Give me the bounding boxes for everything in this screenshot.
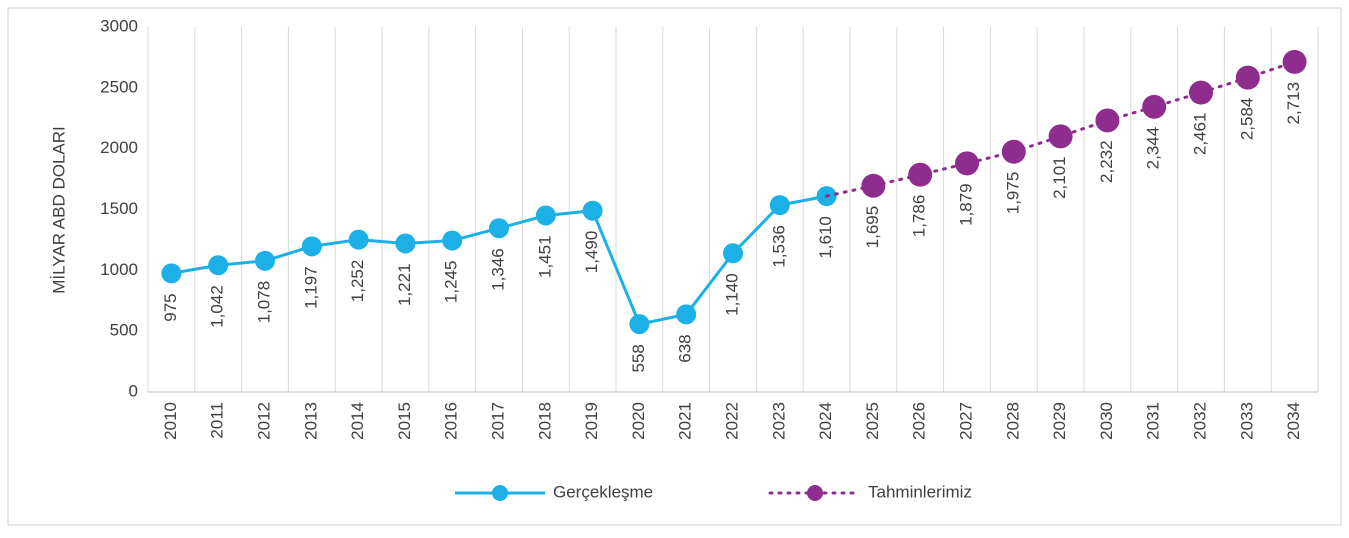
point <box>1142 94 1167 119</box>
y-tick-label: 2500 <box>100 77 138 96</box>
data-label: 1,490 <box>582 231 601 274</box>
series-connector <box>825 184 875 198</box>
point <box>1048 124 1073 149</box>
legend-label: Gerçekleşme <box>553 482 653 501</box>
point <box>723 243 743 264</box>
data-label: 1,245 <box>442 261 461 304</box>
x-tick-label: 2017 <box>488 402 507 440</box>
x-tick-label: 2018 <box>535 402 554 440</box>
series-line <box>871 60 1297 188</box>
data-label: 975 <box>161 293 180 321</box>
point <box>301 236 322 257</box>
data-label: 1,786 <box>910 195 929 238</box>
data-label: 1,197 <box>301 266 320 309</box>
point <box>861 173 886 198</box>
x-tick-label: 2012 <box>254 402 273 440</box>
point <box>908 162 933 187</box>
x-tick-label: 2026 <box>910 402 929 440</box>
y-axis-title: MİLYAR ABD DOLARI <box>49 126 68 294</box>
data-label: 1,140 <box>722 273 741 316</box>
legend-marker <box>807 485 823 501</box>
point <box>1095 108 1120 133</box>
data-label: 1,221 <box>395 263 414 306</box>
x-tick-label: 2028 <box>1003 402 1022 440</box>
y-tick-label: 2000 <box>100 138 138 157</box>
data-label: 1,975 <box>1003 172 1022 215</box>
point <box>582 200 603 221</box>
data-label: 2,584 <box>1237 98 1256 141</box>
x-tick-label: 2021 <box>676 402 695 440</box>
legend-marker <box>492 485 508 501</box>
point <box>208 255 229 276</box>
data-label: 558 <box>629 344 648 372</box>
legend-label: Tahminlerimiz <box>868 482 972 501</box>
data-label: 1,610 <box>816 216 835 259</box>
y-tick-label: 3000 <box>100 16 138 35</box>
point <box>1235 65 1260 90</box>
data-label: 1,695 <box>863 206 882 249</box>
data-label: 1,346 <box>488 248 507 291</box>
point <box>255 250 275 271</box>
point <box>1001 139 1026 164</box>
x-tick-label: 2023 <box>769 402 788 440</box>
x-tick-label: 2011 <box>208 402 227 439</box>
data-label: 1,078 <box>254 281 273 324</box>
data-label: 1,536 <box>769 225 788 268</box>
x-tick-label: 2033 <box>1237 402 1256 440</box>
data-label: 1,879 <box>956 183 975 226</box>
x-tick-label: 2029 <box>1050 402 1069 440</box>
data-label: 1,042 <box>208 285 227 328</box>
point <box>769 195 790 216</box>
point <box>535 205 556 226</box>
x-tick-label: 2015 <box>395 402 414 440</box>
x-tick-label: 2016 <box>442 402 461 440</box>
point <box>1189 80 1213 105</box>
point <box>442 230 463 251</box>
y-tick-label: 0 <box>129 381 138 400</box>
point <box>676 304 697 325</box>
x-tick-label: 2031 <box>1144 402 1163 440</box>
data-label: 2,713 <box>1284 82 1303 125</box>
x-tick-label: 2034 <box>1284 402 1303 440</box>
data-label: 2,101 <box>1050 156 1069 199</box>
x-tick-label: 2027 <box>956 402 975 440</box>
data-label: 2,461 <box>1190 113 1209 156</box>
y-tick-label: 500 <box>110 321 138 340</box>
y-tick-label: 1000 <box>100 260 138 279</box>
point <box>161 263 182 284</box>
point <box>348 229 369 250</box>
data-label: 1,252 <box>348 260 367 303</box>
x-tick-label: 2030 <box>1097 402 1116 440</box>
data-label: 1,451 <box>535 235 554 278</box>
data-label: 638 <box>676 334 695 362</box>
data-label: 2,344 <box>1144 127 1163 170</box>
x-tick-label: 2019 <box>582 402 601 440</box>
x-tick-label: 2032 <box>1190 402 1209 440</box>
point <box>395 233 416 254</box>
x-tick-label: 2014 <box>348 402 367 440</box>
point <box>1282 49 1307 74</box>
x-tick-label: 2013 <box>301 402 320 440</box>
point <box>955 151 979 176</box>
x-tick-label: 2010 <box>161 402 180 440</box>
data-label: 2,232 <box>1097 140 1116 183</box>
chart-border <box>7 7 1342 526</box>
x-tick-label: 2022 <box>722 402 741 440</box>
y-tick-label: 1500 <box>100 199 138 218</box>
point <box>489 218 509 239</box>
x-tick-label: 2025 <box>863 402 882 440</box>
x-tick-label: 2024 <box>816 402 835 440</box>
point <box>629 314 650 335</box>
x-tick-label: 2020 <box>629 402 648 440</box>
